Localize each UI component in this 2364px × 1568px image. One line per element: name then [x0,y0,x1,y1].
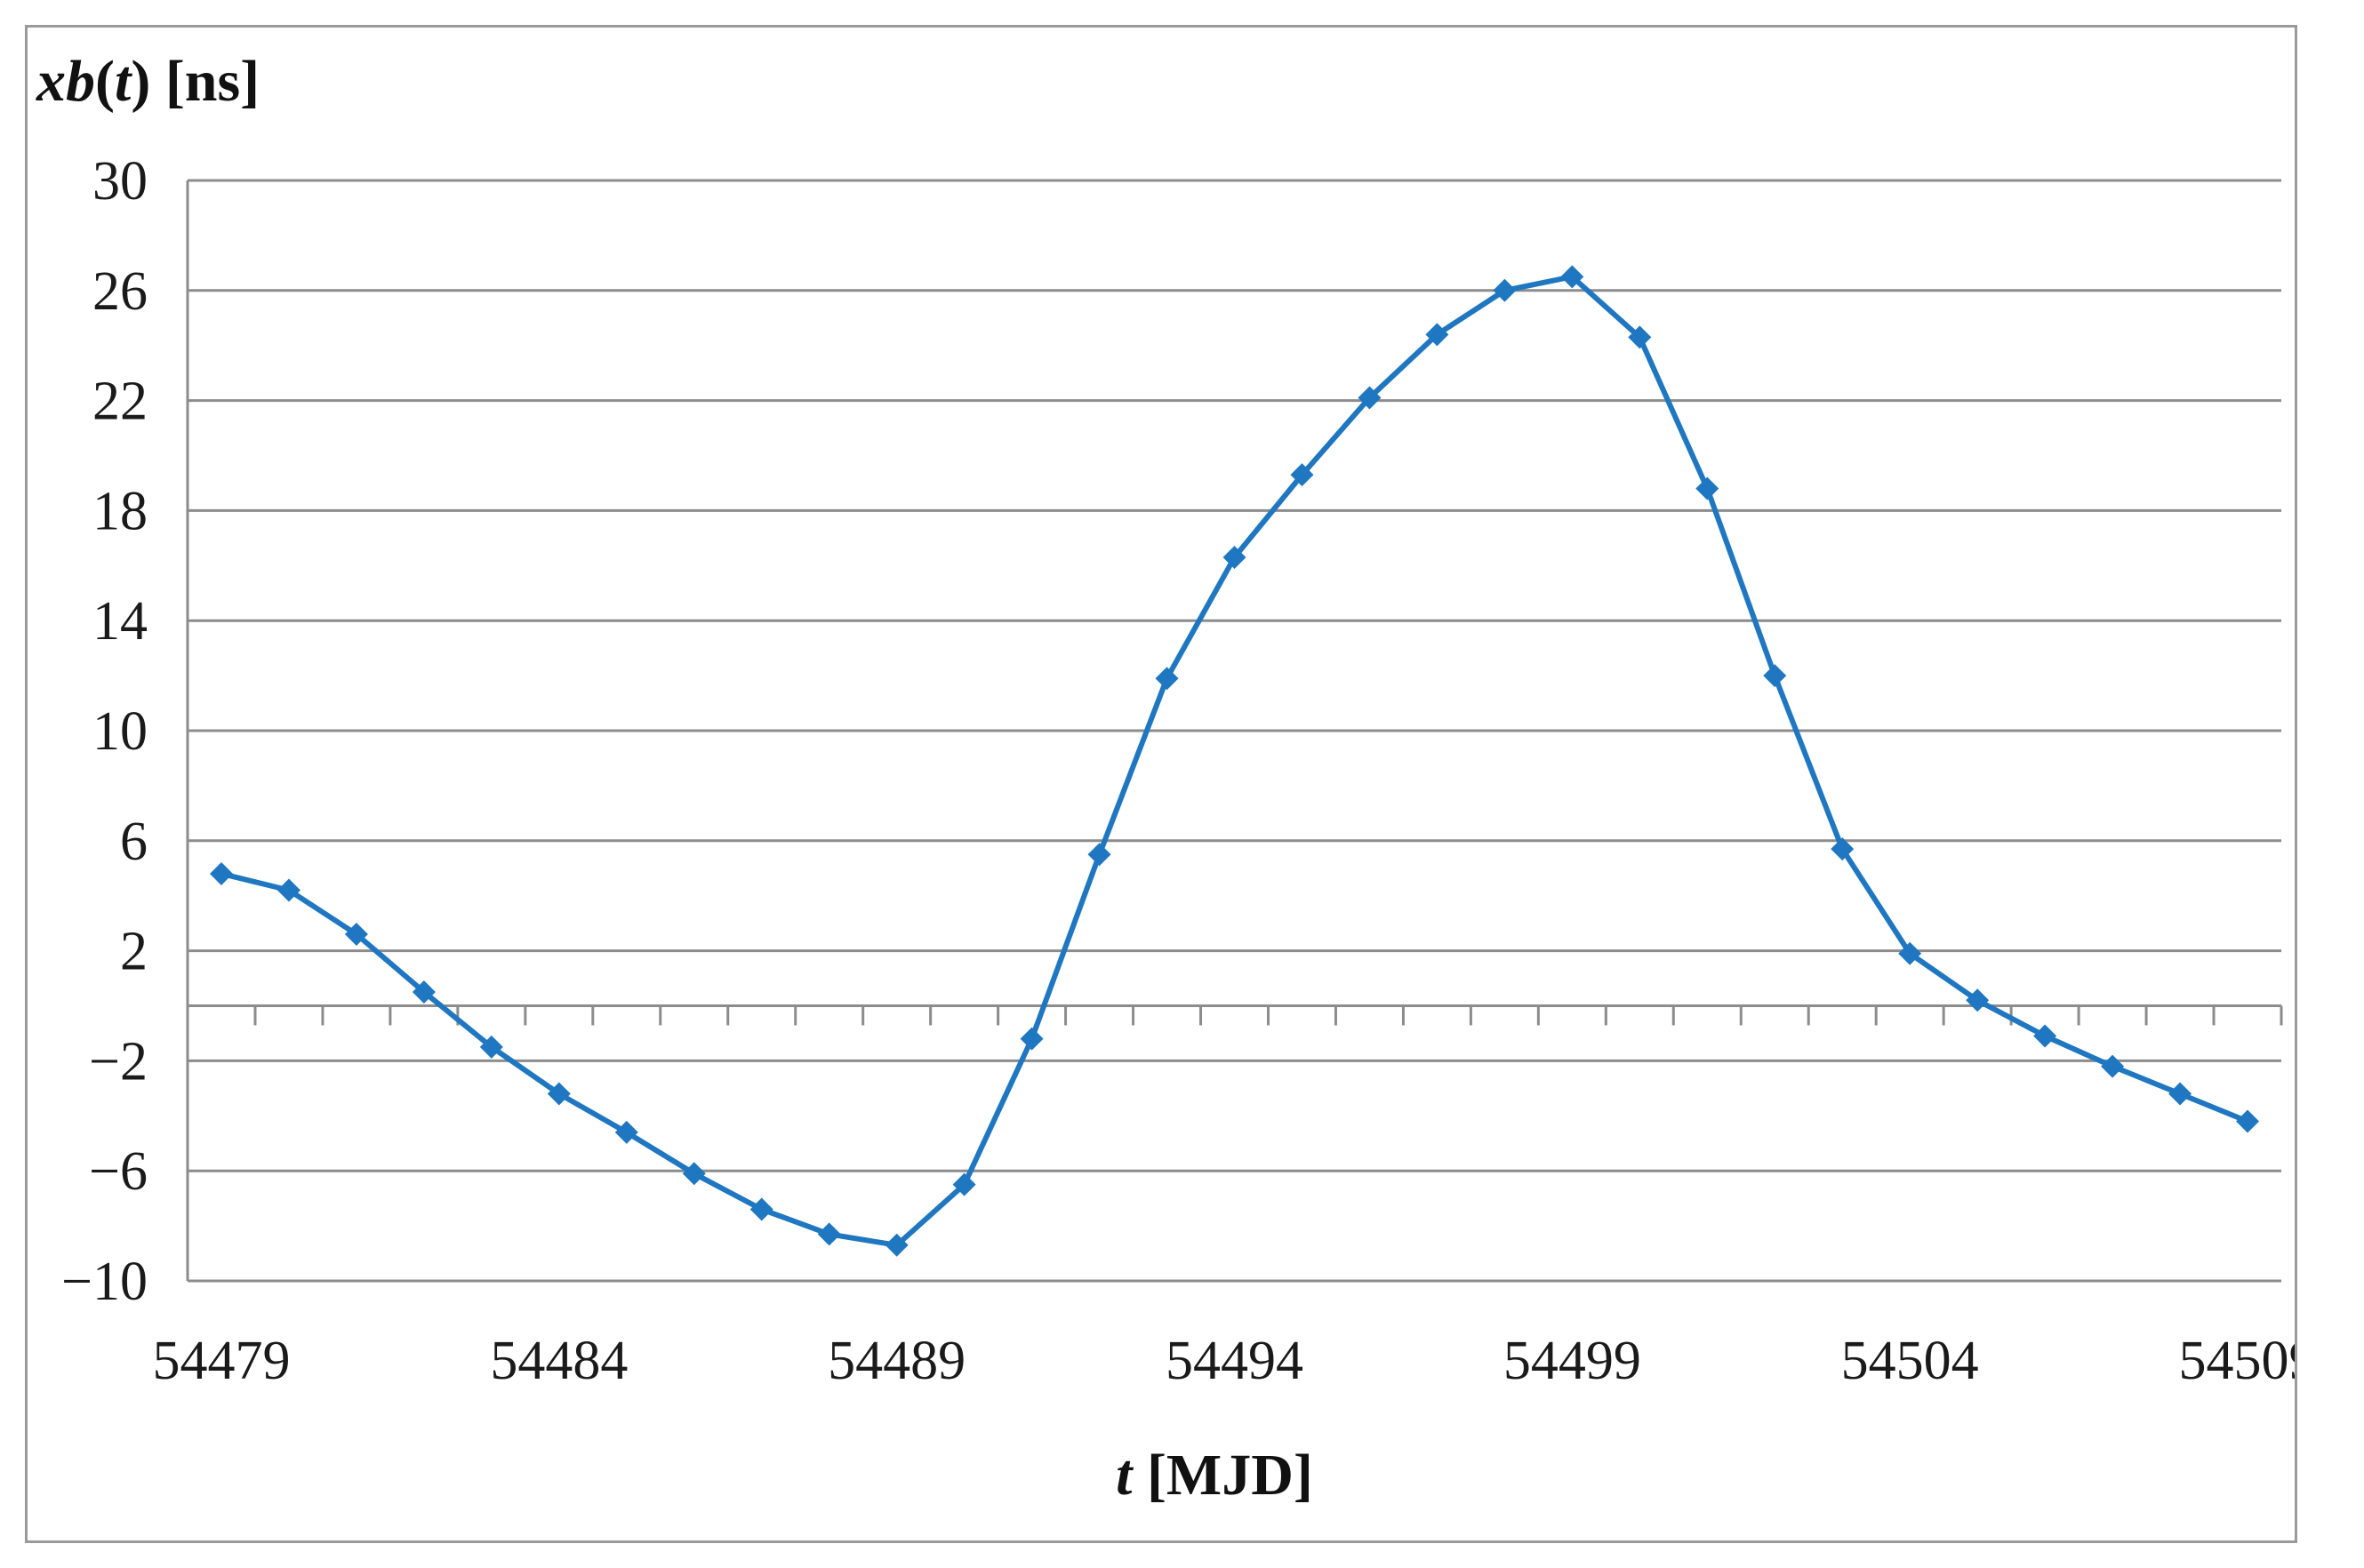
data-point-marker [2168,1082,2192,1106]
y-tick-label: 18 [92,481,148,541]
data-point-marker [817,1222,841,1246]
data-point-marker [479,1035,503,1059]
data-point-marker [1560,265,1584,289]
data-point-marker [1425,323,1449,347]
data-point-marker [1358,386,1382,410]
data-point-marker [1763,664,1787,688]
x-tick-label: 54484 [490,1331,628,1391]
data-point-marker [1695,476,1719,500]
x-axis-title: t [MJD] [1116,1443,1313,1508]
data-point-marker [952,1172,976,1196]
y-axis-title-close: ) [131,49,150,114]
x-axis-title-unit: [MJD] [1132,1443,1312,1508]
data-point-marker [1020,1027,1044,1051]
x-tick-label: 54479 [152,1331,290,1391]
series-line [220,274,2249,1248]
data-point-marker [2236,1109,2260,1133]
x-tick-label: 54509 [2179,1331,2295,1391]
data-point-marker [209,861,233,885]
y-tick-label: −10 [61,1252,148,1312]
y-tick-label: 30 [92,151,148,212]
y-tick-label: 14 [92,591,148,652]
y-tick-labels: 30 26 22 18 14 10 6 2 −2 −6 −10 [61,151,148,1312]
series [209,265,2260,1257]
data-point-marker [885,1233,909,1257]
y-tick-label: 22 [92,372,148,432]
y-tick-label: 2 [120,922,148,982]
x-axis-title-var: t [1116,1443,1134,1508]
x-tick-label: 54504 [1841,1331,1979,1391]
y-axis-title-arg: t [115,49,132,114]
data-point-marker [1493,278,1517,302]
y-axis-title-unit: [ns] [150,49,260,114]
data-point-marker [2101,1054,2125,1078]
data-point-marker [1155,667,1179,691]
y-tick-label: 6 [120,812,148,872]
data-point-marker [1898,941,1922,965]
x-tick-label: 54499 [1503,1331,1641,1391]
data-point-marker [2033,1024,2057,1048]
data-point-marker [682,1162,706,1186]
axes [186,180,2283,1281]
data-point-marker [344,923,368,947]
y-tick-label: 10 [92,701,148,762]
data-point-marker [1831,837,1855,861]
y-axis-title: xb(t) [ns] [36,49,260,114]
x-tick-labels: 54479 54484 54489 54494 54499 54504 54509 [152,1331,2295,1391]
data-point-marker [749,1197,773,1221]
y-tick-label: −2 [89,1031,148,1092]
y-tick-label: −6 [89,1141,148,1202]
y-axis-title-open: ( [95,49,115,114]
data-point-marker [614,1120,638,1144]
data-point-marker [1087,843,1111,867]
data-point-marker [1966,988,1990,1012]
data-point-marker [1222,546,1246,570]
x-tick-label: 54494 [1166,1331,1303,1391]
data-point-marker [1628,325,1652,349]
y-tick-label: 26 [92,261,148,322]
y-axis-title-var: xb [36,49,95,114]
gridlines [188,179,2281,1283]
data-point-marker [1290,463,1314,487]
data-point-marker [547,1082,571,1106]
data-point-marker [276,878,301,902]
data-point-marker [412,980,436,1004]
x-tick-label: 54489 [828,1331,966,1391]
chart-frame: 30 26 22 18 14 10 6 2 −2 −6 −10 54479 54484 54489 544… [25,25,2297,1543]
